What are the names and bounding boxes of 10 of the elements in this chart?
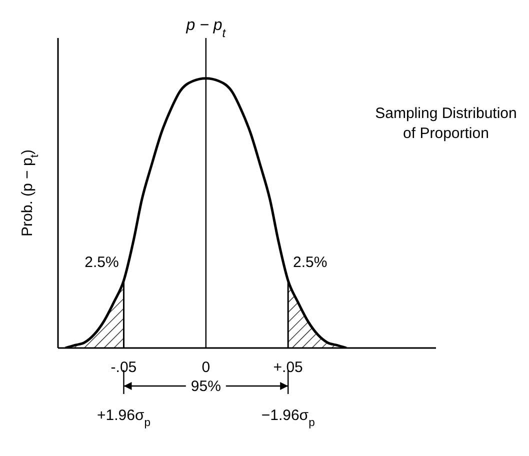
text: 95% bbox=[190, 378, 221, 395]
text: −1.96σ$_{p}$ bbox=[261, 407, 315, 429]
x-tick-label: 0 bbox=[202, 359, 210, 376]
x-tick-label: +.05 bbox=[273, 359, 303, 376]
x-tick-label: -.05 bbox=[110, 359, 137, 376]
text: Sampling Distribution of Proportion bbox=[375, 105, 517, 142]
annotation: 2.5% bbox=[292, 254, 328, 272]
text: +1.96σ$_{p}$ bbox=[96, 407, 150, 429]
annotation: 2.5% bbox=[84, 254, 119, 272]
ref-line-label: p − p$_{t}$ bbox=[185, 17, 226, 40]
